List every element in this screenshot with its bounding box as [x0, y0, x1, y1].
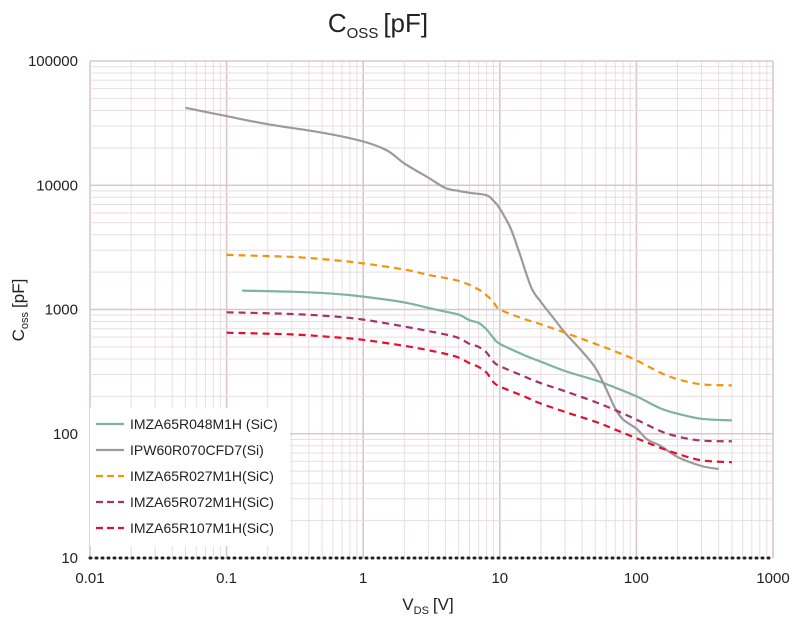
y-tick-label: 10000 — [36, 177, 78, 194]
series-line-2 — [185, 106, 719, 471]
legend-label: IPW60R070CFD7(Si) — [130, 442, 264, 458]
y-tick-label: 10 — [61, 550, 78, 567]
legend: IMZA65R048M1H (SiC) IPW60R070CFD7(Si) IMZA… — [90, 408, 290, 546]
x-tick-label: 100 — [624, 570, 649, 587]
grid — [89, 60, 774, 558]
chart-title: COSS [pF] — [328, 8, 428, 42]
y-axis-label: Coss[pF] — [9, 279, 31, 342]
x-tick-label: 1000 — [756, 570, 789, 587]
series-line-5 — [226, 331, 732, 464]
x-tick-label: 10 — [491, 570, 508, 587]
legend-label: IMZA65R107M1H(SiC) — [130, 520, 274, 536]
series-line-1 — [242, 289, 732, 422]
legend-label: IMZA65R027M1H(SiC) — [130, 468, 274, 484]
x-tick-label: 0.01 — [75, 570, 104, 587]
legend-label: IMZA65R048M1H (SiC) — [130, 416, 278, 432]
y-tick-label: 1000 — [45, 302, 78, 319]
series-line-3 — [226, 253, 732, 387]
series-line-4 — [226, 311, 732, 443]
series-lines — [185, 106, 732, 471]
x-axis-label: VDS [V] — [402, 595, 453, 617]
x-tick-label: 0.1 — [216, 570, 237, 587]
y-tick-label: 100 — [53, 426, 78, 443]
y-tick-label: 100000 — [28, 53, 78, 70]
x-tick-label: 1 — [359, 570, 367, 587]
axes: 0.01 0.1 1 10 100 1000 10 100 1000 10000 100000 — [28, 53, 790, 587]
legend-label: IMZA65R072M1H(SiC) — [130, 494, 274, 510]
